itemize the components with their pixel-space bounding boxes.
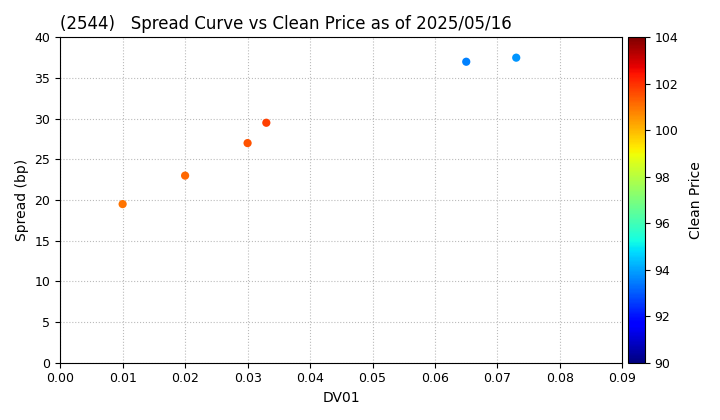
Point <box>242 140 253 147</box>
Point <box>510 54 522 61</box>
Point <box>261 119 272 126</box>
Point <box>117 201 128 207</box>
X-axis label: DV01: DV01 <box>323 391 360 405</box>
Y-axis label: Clean Price: Clean Price <box>689 161 703 239</box>
Point <box>179 172 191 179</box>
Point <box>461 58 472 65</box>
Y-axis label: Spread (bp): Spread (bp) <box>15 159 29 241</box>
Text: (2544)   Spread Curve vs Clean Price as of 2025/05/16: (2544) Spread Curve vs Clean Price as of… <box>60 15 512 33</box>
